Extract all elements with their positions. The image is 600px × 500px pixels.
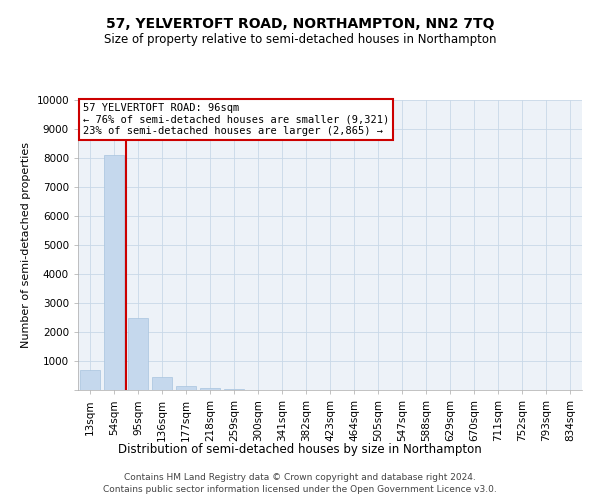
Bar (128, 318, 148, 390)
Text: Contains HM Land Registry data © Crown copyright and database right 2024.: Contains HM Land Registry data © Crown c… (124, 472, 476, 482)
Text: 57 YELVERTOFT ROAD: 96sqm
← 76% of semi-detached houses are smaller (9,321)
23% : 57 YELVERTOFT ROAD: 96sqm ← 76% of semi-… (83, 103, 389, 136)
Text: Size of property relative to semi-detached houses in Northampton: Size of property relative to semi-detach… (104, 32, 496, 46)
Y-axis label: Number of semi-detached properties: Number of semi-detached properties (21, 142, 31, 348)
Bar (176, 386, 196, 390)
Bar (200, 388, 220, 390)
Text: Distribution of semi-detached houses by size in Northampton: Distribution of semi-detached houses by … (118, 442, 482, 456)
Text: Contains public sector information licensed under the Open Government Licence v3: Contains public sector information licen… (103, 485, 497, 494)
Bar (80, 370, 100, 390)
Bar (104, 155, 124, 390)
Bar (152, 377, 172, 390)
Bar (224, 389, 244, 390)
Text: 57, YELVERTOFT ROAD, NORTHAMPTON, NN2 7TQ: 57, YELVERTOFT ROAD, NORTHAMPTON, NN2 7T… (106, 18, 494, 32)
